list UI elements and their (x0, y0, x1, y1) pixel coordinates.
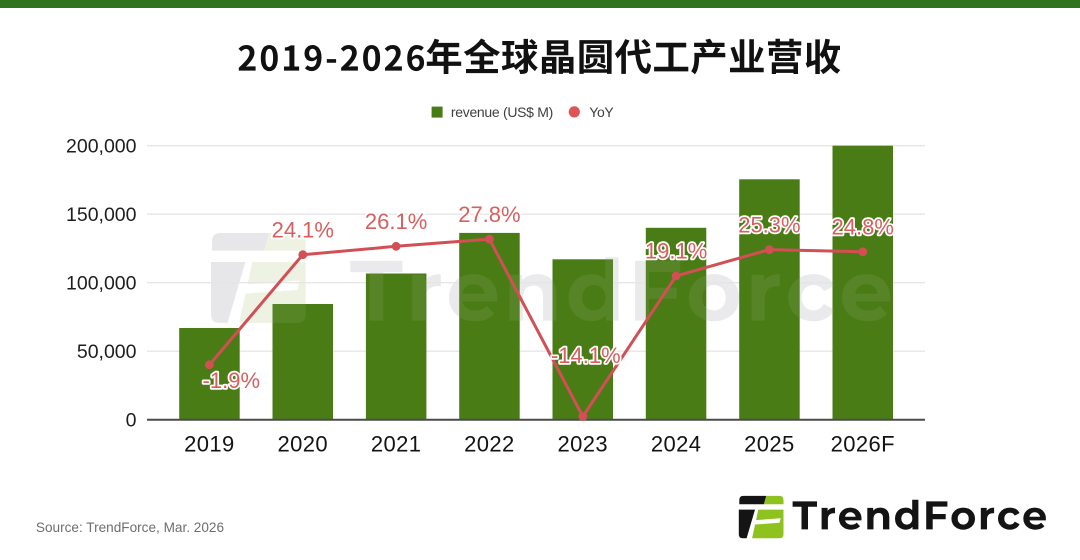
svg-text:200,000: 200,000 (66, 135, 137, 157)
svg-text:2026F: 2026F (831, 431, 895, 456)
svg-text:50,000: 50,000 (77, 341, 137, 363)
svg-text:2019: 2019 (184, 431, 235, 456)
svg-text:19.1%: 19.1% (645, 239, 707, 264)
svg-text:2020: 2020 (278, 431, 329, 456)
svg-text:-14.1%: -14.1% (551, 343, 621, 368)
svg-text:-1.9%: -1.9% (203, 368, 260, 393)
svg-text:2024: 2024 (651, 431, 702, 456)
svg-text:Source: TrendForce, Mar. 2026: Source: TrendForce, Mar. 2026 (36, 520, 224, 535)
svg-text:24.8%: 24.8% (832, 215, 894, 240)
svg-text:25.3%: 25.3% (738, 212, 800, 237)
svg-text:2022: 2022 (464, 431, 515, 456)
svg-text:100,000: 100,000 (66, 272, 137, 294)
svg-text:2025: 2025 (744, 431, 795, 456)
svg-text:YoY: YoY (589, 104, 614, 120)
svg-text:revenue (US$ M): revenue (US$ M) (451, 104, 553, 120)
svg-text:26.1%: 26.1% (365, 209, 427, 234)
svg-text:2021: 2021 (371, 431, 422, 456)
svg-text:150,000: 150,000 (66, 204, 137, 226)
svg-text:27.8%: 27.8% (458, 202, 520, 227)
svg-text:0: 0 (126, 409, 137, 431)
svg-text:24.1%: 24.1% (272, 217, 334, 242)
svg-text:2023: 2023 (558, 431, 609, 456)
